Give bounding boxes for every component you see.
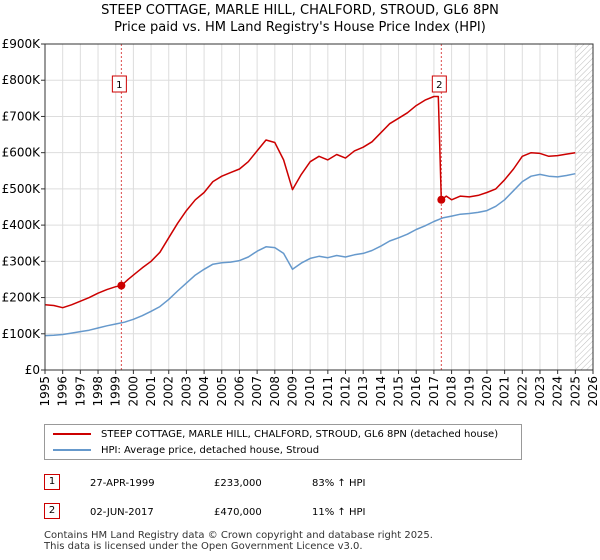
- chart-subtitle: Price paid vs. HM Land Registry's House …: [114, 20, 486, 35]
- x-tick-label: 1996: [56, 376, 70, 407]
- y-tick-label: £600K: [2, 146, 42, 160]
- x-tick-label: 1995: [38, 376, 52, 407]
- x-tick-label: 2005: [215, 376, 229, 407]
- x-tick-label: 1998: [91, 376, 105, 407]
- x-tick-label: 2000: [126, 376, 140, 407]
- x-tick-label: 2019: [462, 376, 476, 407]
- y-tick-label: £700K: [2, 109, 42, 123]
- plot-frame: [44, 43, 594, 371]
- x-tick-label: 2010: [303, 376, 317, 407]
- y-tick-label: £200K: [2, 291, 42, 305]
- sale-hpi-change: 83% ↑ HPI: [312, 478, 366, 489]
- legend-price-swatch: [53, 433, 91, 435]
- price-line: [44, 95, 576, 309]
- x-tick-label: 2016: [409, 376, 423, 407]
- legend-hpi-label: HPI: Average price, detached house, Stro…: [101, 445, 320, 456]
- x-tick-label: 2022: [515, 376, 529, 407]
- x-tick-label: 2021: [498, 376, 512, 407]
- x-tick-label: 2009: [285, 376, 299, 407]
- y-tick-label: £0: [25, 363, 40, 377]
- x-tick-label: 2014: [374, 376, 388, 407]
- sale-point: [437, 195, 446, 204]
- sale-date: 27-APR-1999: [90, 478, 155, 489]
- legend: STEEP COTTAGE, MARLE HILL, CHALFORD, STR…: [44, 424, 522, 460]
- sale-callout-box: [111, 75, 127, 93]
- y-tick-label: £100K: [2, 327, 42, 341]
- x-tick-label: 1999: [109, 376, 123, 407]
- x-tick-label: 2015: [392, 376, 406, 407]
- footer: Contains HM Land Registry data © Crown c…: [44, 530, 433, 552]
- x-tick-label: 2013: [356, 376, 370, 407]
- x-tick-label: 2020: [480, 376, 494, 407]
- price-chart: STEEP COTTAGE, MARLE HILL, CHALFORD, STR…: [2, 3, 600, 407]
- sale-badge: 1: [44, 474, 60, 490]
- future-band: [575, 44, 593, 370]
- legend-item-price: STEEP COTTAGE, MARLE HILL, CHALFORD, STR…: [53, 428, 498, 442]
- footer-copyright: Contains HM Land Registry data © Crown c…: [44, 530, 433, 541]
- legend-price-label: STEEP COTTAGE, MARLE HILL, CHALFORD, STR…: [101, 429, 499, 440]
- y-tick-label: £400K: [2, 218, 42, 232]
- x-tick-label: 2008: [268, 376, 282, 407]
- sale-callout-label: 2: [436, 80, 442, 91]
- legend-item-hpi: HPI: Average price, detached house, Stro…: [53, 444, 319, 458]
- y-tick-label: £300K: [2, 254, 42, 268]
- x-tick-label: 2017: [427, 376, 441, 407]
- sale-callout-label: 1: [116, 80, 122, 91]
- y-tick-label: £500K: [2, 182, 42, 196]
- x-tick-label: 2006: [232, 376, 246, 407]
- x-tick-label: 2001: [144, 376, 158, 407]
- legend-hpi-swatch: [53, 449, 91, 451]
- chart-title: STEEP COTTAGE, MARLE HILL, CHALFORD, STR…: [101, 3, 499, 18]
- x-tick-label: 2023: [533, 376, 547, 407]
- x-tick-label: 1997: [73, 376, 87, 407]
- sale-callout-box: [431, 75, 447, 93]
- x-tick-label: 2003: [179, 376, 193, 407]
- x-tick-label: 2004: [197, 376, 211, 407]
- footer-licence: This data is licensed under the Open Gov…: [44, 541, 363, 552]
- x-tick-label: 2002: [162, 376, 176, 407]
- y-tick-label: £900K: [2, 37, 42, 51]
- x-tick-label: 2024: [551, 376, 565, 407]
- sale-price: £233,000: [214, 478, 262, 489]
- x-tick-label: 2018: [445, 376, 459, 407]
- x-tick-label: 2007: [250, 376, 264, 407]
- sale-point: [117, 281, 126, 290]
- x-tick-label: 2026: [586, 376, 600, 407]
- hpi-line: [44, 172, 576, 337]
- sale-badge: 2: [44, 503, 60, 519]
- sale-price: £470,000: [214, 507, 262, 518]
- x-tick-label: 2011: [321, 376, 335, 407]
- sale-hpi-change: 11% ↑ HPI: [312, 507, 366, 518]
- sale-date: 02-JUN-2017: [90, 507, 154, 518]
- plot-area: 1 2 £0 £100K £200K £300K £400K £500K £600K £700K £…: [2, 37, 600, 407]
- x-tick-label: 2025: [568, 376, 582, 407]
- x-tick-label: 2012: [339, 376, 353, 407]
- y-tick-label: £800K: [2, 73, 42, 87]
